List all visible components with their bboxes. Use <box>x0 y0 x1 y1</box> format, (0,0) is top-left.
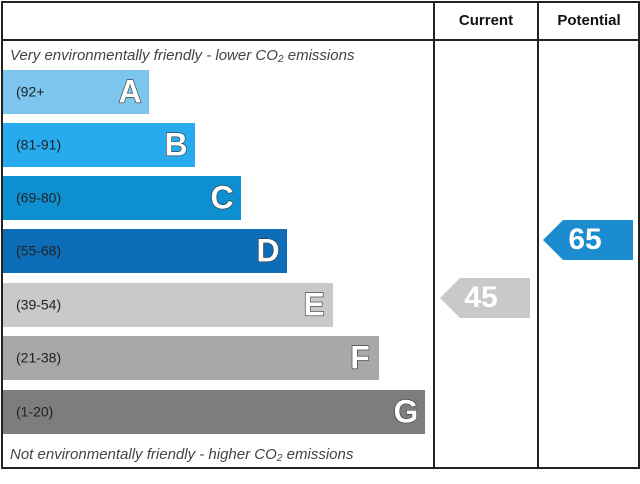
current-arrow <box>440 278 530 318</box>
current-header: Current <box>459 12 513 29</box>
band-bar <box>3 283 333 327</box>
band-range: (1-20) <box>16 404 53 420</box>
potential-value: 65 <box>568 223 601 256</box>
band-range: (69-80) <box>16 190 61 206</box>
band-bar <box>3 390 425 434</box>
potential-arrow <box>543 220 633 260</box>
band-letter: G <box>394 393 419 429</box>
band-letter: D <box>256 232 279 268</box>
top-note: Very environmentally friendly - lower CO… <box>10 47 355 64</box>
band-bar <box>3 229 287 273</box>
band-bar <box>3 336 379 380</box>
band-bar <box>3 123 195 167</box>
band-bar <box>3 176 241 220</box>
current-value: 45 <box>464 281 497 314</box>
band-letter: A <box>118 73 141 109</box>
band-bar <box>3 70 149 114</box>
band-range: (55-68) <box>16 243 61 259</box>
band-letter: E <box>303 286 324 322</box>
potential-header: Potential <box>557 12 620 29</box>
band-letter: C <box>210 179 233 215</box>
band-range: (92+ <box>16 84 44 100</box>
bottom-note: Not environmentally friendly - higher CO… <box>10 446 354 463</box>
band-letter: F <box>350 339 370 375</box>
frame <box>1 1 640 469</box>
band-range: (39-54) <box>16 297 61 313</box>
band-letter: B <box>164 126 187 162</box>
bands: (92+ A (81-91) B (69-80) C (55-68) D (39-54) E (21… <box>3 70 425 434</box>
band-range: (81-91) <box>16 137 61 153</box>
band-range: (21-38) <box>16 350 61 366</box>
